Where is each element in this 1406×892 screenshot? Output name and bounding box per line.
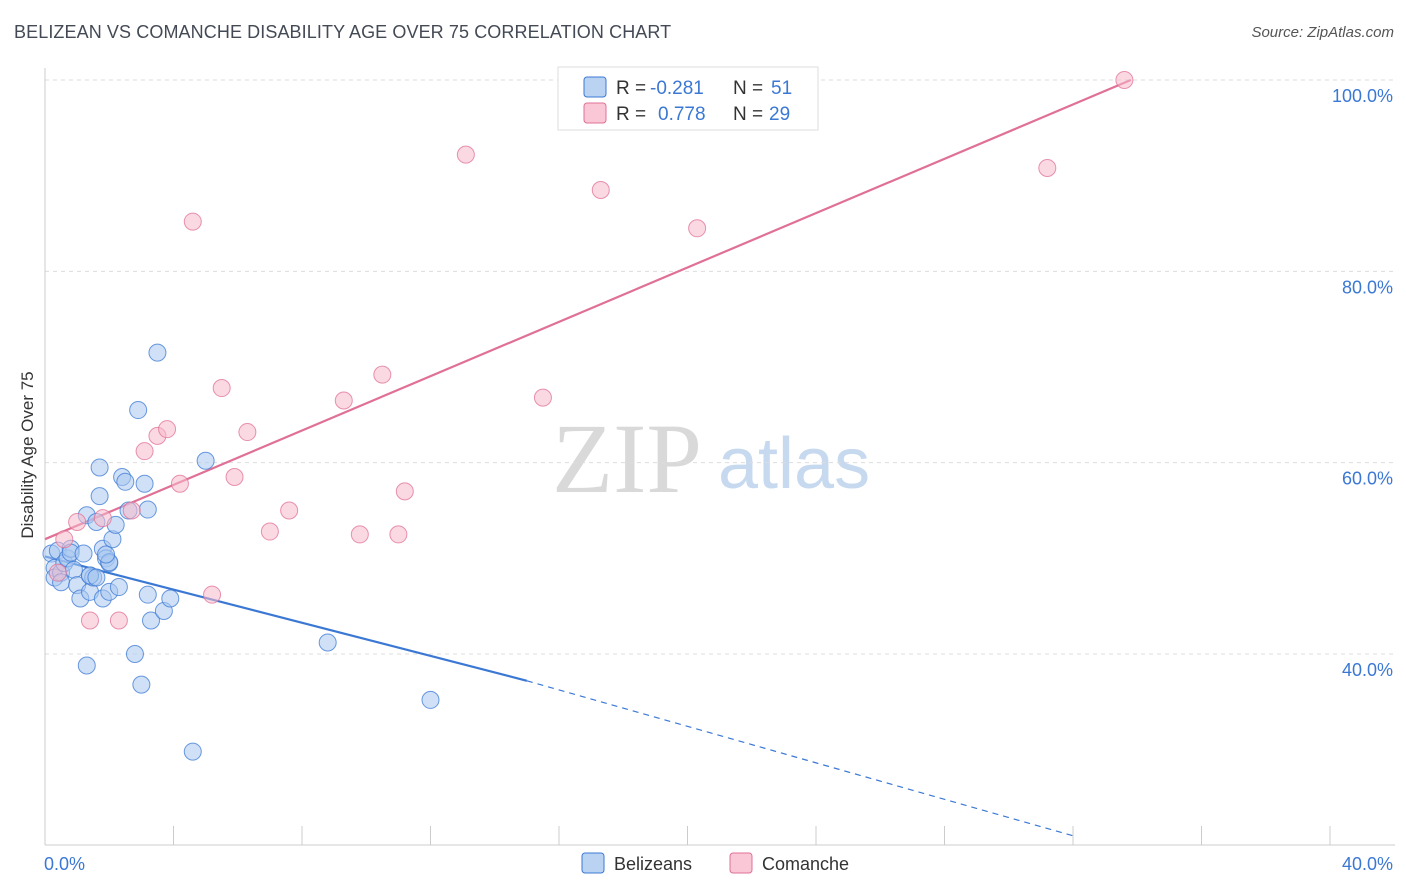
data-point-belizeans <box>77 656 96 675</box>
data-point-comanche <box>122 501 141 520</box>
x-tick-label-min: 0.0% <box>44 854 85 874</box>
data-point-belizeans <box>97 545 116 564</box>
y-tick-label-80: 80.0% <box>1342 277 1393 297</box>
data-point-comanche <box>158 420 177 439</box>
bottom-legend: Belizeans Comanche <box>581 852 849 874</box>
trend-line-extension-belizeans <box>526 680 1074 837</box>
data-point-comanche <box>373 365 392 384</box>
data-point-comanche <box>93 509 112 528</box>
legend-n-label-comanche: N = <box>733 104 763 125</box>
data-point-comanche <box>135 442 154 461</box>
data-point-belizeans <box>161 589 180 608</box>
data-point-belizeans <box>318 633 337 652</box>
data-point-belizeans <box>196 451 215 470</box>
data-point-belizeans <box>64 560 83 579</box>
data-point-comanche <box>183 212 202 231</box>
y-tick-label-100: 100.0% <box>1332 86 1393 106</box>
data-point-comanche <box>688 219 707 238</box>
data-point-belizeans <box>90 487 109 506</box>
x-tick-label-max: 40.0% <box>1342 854 1393 874</box>
legend-r-label-belizeans: R = <box>616 78 646 99</box>
data-point-comanche <box>395 482 414 501</box>
trend-lines <box>44 78 1132 837</box>
data-point-comanche <box>55 530 74 549</box>
data-point-belizeans <box>138 500 157 519</box>
trend-line-belizeans <box>44 555 528 682</box>
data-point-comanche <box>225 468 244 487</box>
data-point-belizeans <box>138 585 157 604</box>
data-point-comanche <box>350 525 369 544</box>
watermark-atlas: atlas <box>718 424 870 504</box>
data-point-comanche <box>456 145 475 164</box>
y-axis-label: Disability Age Over 75 <box>18 371 37 538</box>
data-point-comanche <box>170 474 189 493</box>
trend-line-comanche <box>44 78 1132 541</box>
legend-n-value-comanche: 29 <box>769 104 790 125</box>
data-point-belizeans <box>90 458 109 477</box>
data-point-comanche <box>591 181 610 200</box>
data-point-belizeans <box>125 645 144 663</box>
bottom-legend-swatch-belizeans <box>581 852 605 874</box>
y-tick-labels: 40.0% 60.0% 80.0% 100.0% <box>1332 86 1393 680</box>
data-point-comanche <box>389 525 408 544</box>
legend-swatch-comanche <box>583 102 607 124</box>
data-point-comanche <box>280 501 299 520</box>
data-point-comanche <box>334 391 353 410</box>
data-point-belizeans <box>132 675 151 694</box>
data-point-belizeans <box>87 568 106 587</box>
data-point-belizeans <box>142 611 161 630</box>
data-point-belizeans <box>129 401 148 420</box>
data-point-belizeans <box>74 544 93 563</box>
data-point-comanche <box>238 423 257 442</box>
x-ticks <box>44 826 1331 845</box>
data-point-belizeans <box>116 472 135 491</box>
data-point-belizeans <box>135 474 154 493</box>
legend-n-label-belizeans: N = <box>733 78 763 99</box>
legend-n-value-belizeans: 51 <box>771 78 792 99</box>
data-point-comanche <box>1115 71 1134 89</box>
y-tick-label-60: 60.0% <box>1342 469 1393 489</box>
data-point-comanche <box>68 512 87 531</box>
data-point-comanche <box>203 585 222 604</box>
data-point-belizeans <box>148 343 167 362</box>
data-point-belizeans <box>421 690 440 709</box>
bottom-legend-label-comanche: Comanche <box>762 854 849 874</box>
watermark: ZIP atlas <box>552 403 870 514</box>
bottom-legend-label-belizeans: Belizeans <box>614 854 692 874</box>
legend-swatch-belizeans <box>583 76 607 98</box>
source-label: Source: ZipAtlas.com <box>1251 24 1394 41</box>
legend-r-label-comanche: R = <box>616 104 646 125</box>
data-point-comanche <box>1038 159 1057 178</box>
chart-title: BELIZEAN VS COMANCHE DISABILITY AGE OVER… <box>14 22 672 42</box>
data-point-comanche <box>260 522 279 541</box>
data-point-comanche <box>212 379 231 398</box>
data-point-comanche <box>533 388 552 407</box>
top-legend: R = -0.281 N = 51 R = 0.778 N = 29 <box>557 66 819 131</box>
data-point-comanche <box>48 563 67 582</box>
data-points <box>42 71 1134 761</box>
axes <box>44 68 1395 846</box>
gridlines <box>45 79 1395 655</box>
legend-r-value-comanche: 0.778 <box>658 104 706 125</box>
data-point-belizeans <box>183 742 202 761</box>
watermark-zip: ZIP <box>552 403 702 514</box>
bottom-legend-swatch-comanche <box>729 852 753 874</box>
data-point-belizeans <box>109 578 128 597</box>
data-point-comanche <box>109 611 128 630</box>
legend-r-value-belizeans: -0.281 <box>650 78 704 99</box>
y-tick-label-40: 40.0% <box>1342 660 1393 680</box>
data-point-comanche <box>80 611 99 630</box>
